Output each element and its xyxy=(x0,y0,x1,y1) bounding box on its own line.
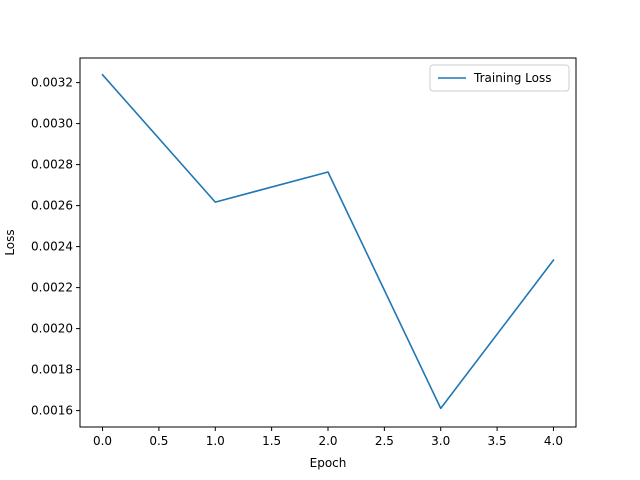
y-tick-label: 0.0022 xyxy=(31,281,73,295)
series-line-training-loss xyxy=(101,73,555,410)
x-tick-label: 2.0 xyxy=(318,434,337,448)
x-tick-label: 1.5 xyxy=(262,434,281,448)
x-tick-label: 3.0 xyxy=(431,434,450,448)
y-axis-label: Loss xyxy=(3,229,17,255)
x-tick-label: 3.5 xyxy=(488,434,507,448)
series-layer xyxy=(101,73,555,410)
data-point xyxy=(102,74,104,76)
y-tick-label: 0.0016 xyxy=(31,404,73,418)
legend: Training Loss xyxy=(429,64,570,92)
y-tick-label: 0.0032 xyxy=(31,76,73,90)
x-tick-label: 0.5 xyxy=(149,434,168,448)
y-tick-label: 0.0018 xyxy=(31,363,73,377)
axes-frame xyxy=(79,57,577,428)
x-tick-label: 1.0 xyxy=(206,434,225,448)
data-point xyxy=(327,171,329,173)
legend-box xyxy=(429,64,570,92)
x-tick-label: 4.0 xyxy=(544,434,563,448)
y-tick-label: 0.0026 xyxy=(31,199,73,213)
y-tick-label: 0.0024 xyxy=(31,240,73,254)
y-tick-label: 0.0020 xyxy=(31,322,73,336)
x-tick-label: 0.0 xyxy=(93,434,112,448)
data-point xyxy=(440,408,442,410)
x-axis-label: Epoch xyxy=(310,456,347,470)
legend-label-training-loss: Training Loss xyxy=(473,71,551,85)
y-axis-ticks: 0.0016 0.0018 0.0020 0.0022 0.0024 0.0026 0.00… xyxy=(31,76,80,418)
data-point xyxy=(214,201,216,203)
x-axis-ticks: 0.0 0.5 1.0 1.5 2.0 2.5 3.0 3.5 4.0 xyxy=(93,427,563,448)
x-tick-label: 2.5 xyxy=(375,434,394,448)
y-tick-label: 0.0030 xyxy=(31,117,73,131)
data-point xyxy=(553,259,555,261)
y-tick-label: 0.0028 xyxy=(31,158,73,172)
